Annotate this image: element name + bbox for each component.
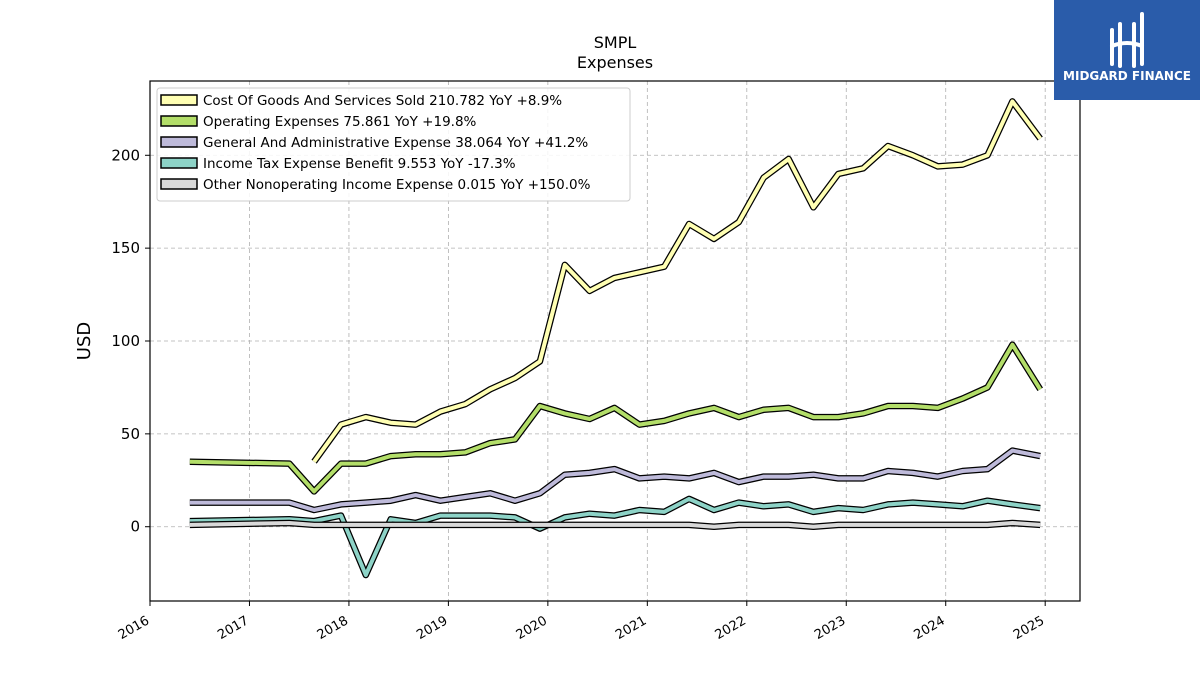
brand-name: MIDGARD FINANCE: [1063, 69, 1191, 83]
x-tick-label: 2021: [613, 613, 649, 643]
legend-label: Income Tax Expense Benefit 9.553 YoY -17…: [203, 156, 516, 172]
brand-logo: MIDGARD FINANCE: [1054, 0, 1200, 100]
axis-ticks: 0 50 100 150 200 2016 2017 2018 2019 2020 2021 2022…: [111, 146, 1047, 643]
legend-label: Operating Expenses 75.861 YoY +19.8%: [203, 114, 477, 130]
series-lines: [189, 98, 1043, 579]
x-tick-label: 2019: [414, 613, 450, 643]
x-tick-label: 2025: [1011, 613, 1047, 643]
y-tick-label: 0: [130, 518, 140, 536]
x-tick-label: 2018: [315, 613, 351, 643]
x-tick-label: 2020: [514, 613, 550, 643]
series-1-line: [189, 342, 1042, 494]
y-tick-label: 100: [111, 332, 140, 350]
series-4-line: [189, 521, 1041, 529]
series-2-line: [189, 448, 1041, 512]
legend-swatch: [160, 136, 198, 148]
legend-label: Cost Of Goods And Services Sold 210.782 …: [203, 93, 562, 109]
legend-swatch: [160, 157, 198, 169]
x-tick-label: 2023: [812, 613, 848, 643]
chart-title: SMPL: [594, 33, 637, 52]
y-tick-label: 150: [111, 239, 140, 257]
series-0-line: [312, 99, 1042, 463]
legend-label: Other Nonoperating Income Expense 0.015 …: [203, 177, 591, 193]
y-tick-label: 200: [111, 146, 140, 164]
chart-subtitle: Expenses: [577, 53, 653, 72]
legend-box: [156, 87, 631, 202]
y-tick-label: 50: [121, 425, 140, 443]
legend-label: General And Administrative Expense 38.06…: [203, 135, 588, 151]
legend-swatch: [160, 178, 198, 190]
x-tick-label: 2017: [215, 613, 251, 643]
x-tick-label: 2024: [912, 613, 948, 643]
logo-mark-icon: [1110, 12, 1144, 68]
x-tick-label: 2016: [116, 613, 152, 643]
x-tick-label: 2022: [713, 613, 749, 643]
y-axis-label: USD: [74, 322, 95, 360]
legend-swatch: [160, 115, 198, 127]
legend: Cost Of Goods And Services Sold 210.782 …: [156, 87, 631, 202]
legend-swatch: [160, 94, 198, 106]
series-3-line: [189, 496, 1041, 577]
